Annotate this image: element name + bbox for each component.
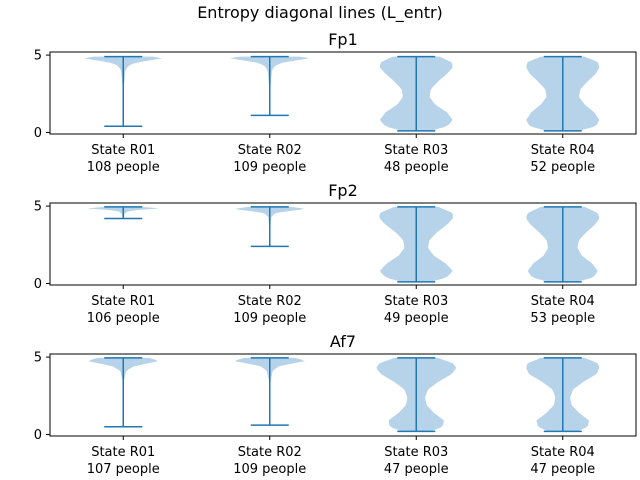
x-tick-label: State R04 <box>531 143 595 158</box>
y-tick-label: 0 <box>34 428 42 443</box>
violin-4 <box>526 55 600 132</box>
x-tick-count: 47 people <box>530 462 595 477</box>
x-tick-label: State R04 <box>531 294 595 309</box>
x-tick-label: State R02 <box>238 294 302 309</box>
x-tick-label: State R03 <box>384 294 448 309</box>
x-tick-label: State R03 <box>384 143 448 158</box>
violin-2 <box>234 357 305 426</box>
x-tick-count: 48 people <box>384 160 449 175</box>
x-tick-label: State R01 <box>91 445 155 460</box>
x-tick-count: 53 people <box>530 311 595 326</box>
violin-1 <box>87 206 159 220</box>
x-tick-count: 108 people <box>87 160 160 175</box>
violin-3 <box>376 357 456 433</box>
violin-1 <box>88 357 159 428</box>
violin-3 <box>379 55 453 132</box>
x-tick-label: State R02 <box>238 143 302 158</box>
violin-4 <box>526 357 600 433</box>
y-tick-label: 0 <box>34 277 42 292</box>
x-tick-count: 109 people <box>233 311 306 326</box>
axes-frame <box>49 51 637 135</box>
x-tick-label: State R01 <box>91 294 155 309</box>
panel-title: Fp2 <box>328 181 358 200</box>
y-tick-label: 5 <box>34 351 42 366</box>
y-tick-label: 5 <box>34 49 42 64</box>
violin-1 <box>84 55 163 128</box>
violin-panel: Fp1 State R01 108 people State R02 109 peopl… <box>34 30 637 175</box>
axes-frame <box>49 353 637 437</box>
figure-title: Entropy diagonal lines (L_entr) <box>197 3 443 23</box>
x-tick-count: 52 people <box>530 160 595 175</box>
violin-2 <box>230 55 310 117</box>
violin-4 <box>526 206 600 283</box>
axes-frame <box>49 202 637 286</box>
x-tick-label: State R04 <box>531 445 595 460</box>
x-tick-count: 107 people <box>87 462 160 477</box>
y-tick-label: 0 <box>34 126 42 141</box>
y-tick-label: 5 <box>34 200 42 215</box>
x-tick-count: 109 people <box>233 462 306 477</box>
panel-title: Af7 <box>330 332 356 351</box>
x-tick-label: State R01 <box>91 143 155 158</box>
violin-2 <box>235 206 305 248</box>
x-tick-count: 109 people <box>233 160 306 175</box>
panel-title: Fp1 <box>328 30 358 49</box>
violin-panel: Fp2 State R01 106 people State R02 109 peopl… <box>34 181 637 326</box>
x-tick-count: 106 people <box>87 311 160 326</box>
x-tick-label: State R02 <box>238 445 302 460</box>
x-tick-count: 49 people <box>384 311 449 326</box>
violin-3 <box>379 206 453 283</box>
violin-panel: Af7 State R01 107 people State R02 109 peopl… <box>34 332 637 477</box>
x-tick-label: State R03 <box>384 445 448 460</box>
x-tick-count: 47 people <box>384 462 449 477</box>
panels: Fp1 State R01 108 people State R02 109 peopl… <box>34 30 637 477</box>
